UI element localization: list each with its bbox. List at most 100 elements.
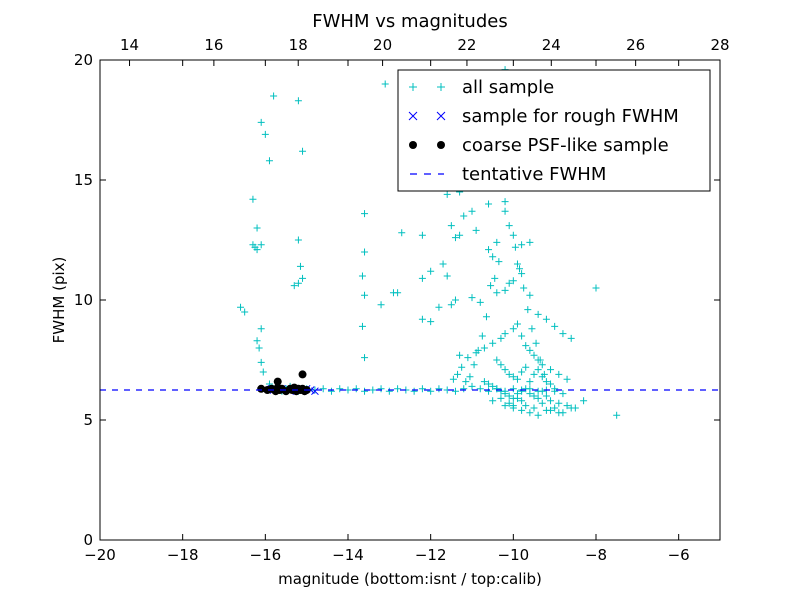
data-point-all-sample	[505, 370, 513, 378]
chart-title: FWHM vs magnitudes	[312, 11, 507, 32]
data-point-all-sample	[513, 260, 521, 268]
data-point-all-sample	[509, 231, 517, 239]
data-point-all-sample	[559, 330, 567, 338]
data-point-all-sample	[526, 390, 534, 398]
legend-marker-plus	[437, 83, 445, 91]
data-point-psf-like	[273, 377, 282, 386]
data-point-all-sample	[526, 346, 534, 354]
x-axis-label: magnitude (bottom:isnt / top:calib)	[278, 570, 542, 588]
data-point-psf-like	[298, 370, 307, 379]
data-point-all-sample	[361, 387, 369, 395]
left-axis-ticks: 0 5 10 15 20	[74, 51, 720, 549]
data-point-all-sample	[435, 385, 443, 393]
data-point-all-sample	[443, 272, 451, 280]
data-point-all-sample	[358, 322, 366, 330]
data-point-all-sample	[555, 370, 563, 378]
top-tick-label: 16	[204, 36, 223, 54]
data-point-all-sample	[290, 282, 298, 290]
data-point-all-sample	[526, 409, 534, 417]
data-point-all-sample	[513, 394, 521, 402]
data-point-all-sample	[489, 397, 497, 405]
data-point-all-sample	[476, 298, 484, 306]
data-point-all-sample	[505, 392, 513, 400]
data-point-all-sample	[352, 385, 360, 393]
data-point-all-sample	[237, 303, 245, 311]
data-point-all-sample	[389, 289, 397, 297]
y-tick-label: 15	[74, 171, 93, 189]
data-point-all-sample	[530, 351, 538, 359]
data-point-all-sample	[518, 397, 526, 405]
data-point-all-sample	[456, 351, 464, 359]
data-point-all-sample	[361, 354, 369, 362]
top-tick-label: 22	[457, 36, 476, 54]
data-point-all-sample	[478, 332, 486, 340]
data-point-all-sample	[497, 361, 505, 369]
data-point-all-sample	[294, 236, 302, 244]
x-tick-label: −18	[167, 546, 199, 564]
legend: all sample sample for rough FWHM coarse PS…	[397, 69, 711, 192]
data-point-all-sample	[542, 392, 550, 400]
data-point-all-sample	[522, 402, 530, 410]
legend-box	[397, 69, 711, 192]
data-point-all-sample	[489, 253, 497, 261]
data-point-all-sample	[501, 330, 509, 338]
top-tick-label: 18	[289, 36, 308, 54]
data-point-all-sample	[509, 373, 517, 381]
data-point-all-sample	[468, 294, 476, 302]
data-point-all-sample	[476, 385, 484, 393]
legend-label: sample for rough FWHM	[462, 106, 679, 127]
data-point-all-sample	[435, 303, 443, 311]
x-tick-label: −12	[415, 546, 447, 564]
data-point-all-sample	[530, 370, 538, 378]
top-tick-label: 14	[120, 36, 139, 54]
top-axis-ticks: 14 16 18 20 22 24 26 28	[120, 36, 730, 66]
series-layer	[237, 66, 621, 419]
data-point-all-sample	[613, 411, 621, 419]
data-point-all-sample	[532, 339, 540, 347]
data-point-all-sample	[501, 198, 509, 206]
data-point-all-sample	[377, 301, 385, 309]
data-point-all-sample	[538, 387, 546, 395]
data-point-all-sample	[485, 246, 493, 254]
plot-area	[100, 66, 720, 419]
legend-items: all sample sample for rough FWHM coarse PS…	[408, 77, 679, 185]
data-point-all-sample	[526, 238, 534, 246]
data-point-all-sample	[563, 375, 571, 383]
data-point-all-sample	[485, 387, 493, 395]
data-point-rough-fwhm	[311, 387, 319, 396]
x-tick-label: −16	[250, 546, 282, 564]
data-point-all-sample	[501, 207, 509, 215]
data-point-all-sample	[505, 279, 513, 287]
data-point-all-sample	[487, 282, 495, 290]
data-point-all-sample	[464, 354, 472, 362]
legend-marker-dot	[437, 141, 445, 149]
data-point-all-sample	[551, 385, 559, 393]
data-point-all-sample	[410, 387, 418, 395]
data-point-all-sample	[468, 207, 476, 215]
data-point-all-sample	[580, 397, 588, 405]
data-point-all-sample	[427, 387, 435, 395]
data-point-all-sample	[522, 342, 530, 350]
data-point-all-sample	[485, 200, 493, 208]
data-point-all-sample	[361, 248, 369, 256]
data-point-all-sample	[460, 212, 468, 220]
y-tick-label: 10	[74, 291, 93, 309]
legend-label: all sample	[462, 77, 554, 98]
data-point-all-sample	[451, 387, 459, 395]
data-point-all-sample	[522, 385, 530, 393]
data-point-all-sample	[534, 310, 542, 318]
data-point-all-sample	[495, 258, 503, 266]
data-point-all-sample	[257, 325, 265, 333]
data-point-all-sample	[534, 366, 542, 374]
data-point-all-sample	[439, 260, 447, 268]
data-point-all-sample	[493, 238, 501, 246]
data-point-all-sample	[489, 382, 497, 390]
data-point-all-sample	[398, 229, 406, 237]
data-point-all-sample	[536, 356, 544, 364]
data-point-all-sample	[443, 190, 451, 198]
data-point-all-sample	[538, 399, 546, 407]
data-point-all-sample	[253, 246, 261, 254]
data-point-all-sample	[551, 404, 559, 412]
top-tick-label: 26	[626, 36, 645, 54]
